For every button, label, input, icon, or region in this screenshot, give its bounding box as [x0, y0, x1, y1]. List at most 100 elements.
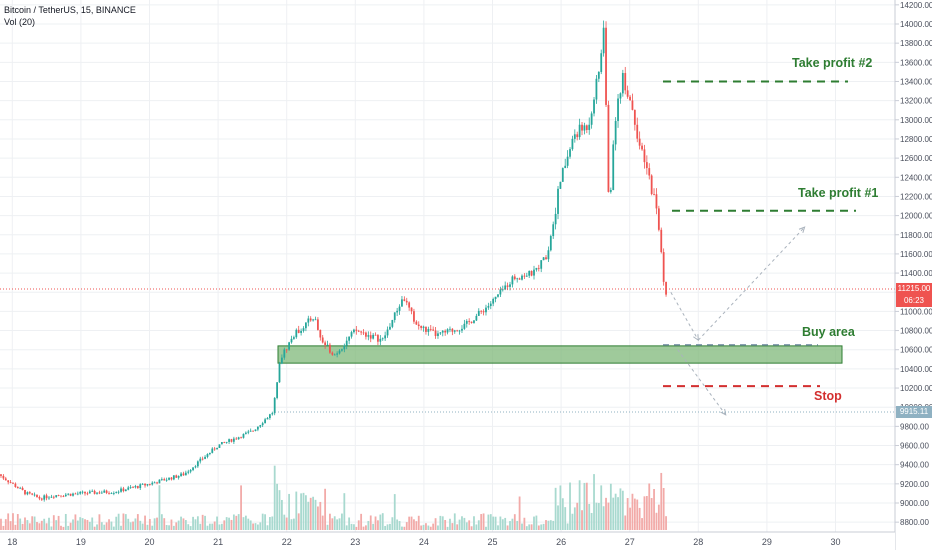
price-tick-label: 12400.00	[900, 173, 932, 182]
stop-label[interactable]: Stop	[814, 389, 842, 403]
volume-bar	[33, 516, 36, 530]
projection-arrow	[677, 349, 727, 416]
volume-bar	[511, 518, 514, 530]
volume-bar	[165, 524, 168, 530]
candle-body	[271, 413, 274, 415]
candle-body	[509, 284, 511, 287]
candle-body	[91, 490, 94, 492]
candle-body	[557, 188, 559, 214]
time-axis-bg[interactable]	[0, 532, 895, 550]
volume-bar	[276, 483, 278, 530]
volume-bar	[485, 526, 487, 530]
volume-bar	[309, 497, 312, 530]
candle-body	[657, 208, 660, 230]
volume-bar	[163, 518, 166, 530]
candle-body	[84, 491, 86, 494]
volume-bar	[492, 516, 495, 530]
volume-bar	[235, 515, 238, 530]
candle-body	[336, 353, 339, 355]
candle-body	[276, 382, 278, 398]
buy-area-label[interactable]: Buy area	[802, 325, 855, 339]
candle-body	[208, 452, 211, 455]
volume-bar	[410, 516, 413, 530]
volume-bar	[79, 517, 82, 530]
volume-bar	[225, 517, 228, 530]
candle-body	[470, 321, 473, 323]
volume-bar	[204, 515, 206, 530]
take-profit-1-label[interactable]: Take profit #1	[798, 186, 879, 200]
volume-bar	[444, 519, 447, 530]
volume-bar	[513, 514, 516, 530]
volume-bar	[177, 520, 180, 530]
candle-body	[144, 483, 146, 486]
candle-body	[235, 438, 238, 440]
volume-bar	[549, 520, 552, 530]
candle-body	[482, 311, 485, 313]
price-tick-label: 9200.00	[900, 480, 929, 489]
candle-body	[307, 318, 310, 323]
candle-body	[31, 493, 34, 495]
volume-indicator-label[interactable]: Vol (20)	[4, 17, 36, 27]
candle-body	[264, 419, 266, 424]
volume-bar	[338, 518, 341, 530]
candle-body	[480, 310, 483, 312]
price-tick-label: 13600.00	[900, 58, 932, 67]
price-axis-bg[interactable]	[895, 0, 932, 550]
candle-body	[156, 482, 158, 484]
candle-body	[552, 224, 555, 237]
candle-body	[441, 330, 444, 333]
candle-body	[425, 326, 427, 332]
candle-body	[398, 306, 401, 311]
volume-bar	[480, 514, 483, 530]
volume-bar	[182, 518, 185, 530]
volume-bar	[96, 524, 98, 530]
volume-bar	[612, 497, 615, 530]
time-tick-label: 19	[76, 537, 86, 547]
candle-body	[79, 491, 82, 494]
candle-body	[120, 488, 122, 492]
candle-body	[317, 319, 319, 330]
volume-bar	[576, 502, 579, 530]
candle-body	[146, 484, 149, 486]
volume-bar	[489, 514, 492, 530]
candle-body	[153, 482, 156, 484]
candle-body	[648, 168, 651, 176]
volume-bar	[638, 507, 641, 530]
price-tick-label: 13200.00	[900, 97, 932, 106]
candle-body	[134, 486, 137, 488]
volume-bar	[213, 521, 216, 530]
candle-body	[192, 467, 194, 471]
time-axis[interactable]: 18 19 20 21 22 23 24 25 26 27 28 29 30	[7, 537, 840, 547]
candle-body	[122, 488, 125, 492]
candle-body	[67, 493, 70, 495]
volume-bar	[115, 516, 118, 530]
volume-bar	[172, 525, 175, 530]
volume-bar	[31, 516, 34, 530]
candle-body	[28, 492, 31, 494]
symbol-title[interactable]: Bitcoin / TetherUS, 15, BINANCE	[4, 5, 136, 15]
volume-bar	[348, 517, 351, 530]
candle-body	[408, 302, 411, 308]
volume-bar	[319, 501, 322, 530]
volume-bar	[223, 520, 226, 530]
candle-body	[2, 475, 5, 479]
price-axis[interactable]: 14200.00 14000.00 13800.00 13600.00 13400.00…	[895, 1, 932, 527]
volume-bar	[237, 514, 240, 530]
candle-body	[319, 329, 322, 338]
volume-bar	[208, 523, 211, 530]
take-profit-2-label[interactable]: Take profit #2	[792, 56, 873, 70]
volume-bar	[331, 518, 334, 530]
candle-body	[69, 493, 72, 496]
candle-body	[513, 276, 516, 280]
volume-bar	[389, 523, 391, 530]
candle-body	[300, 330, 303, 333]
candle-body	[396, 310, 399, 313]
candle-body	[189, 470, 192, 472]
time-tick-label: 21	[213, 537, 223, 547]
candle-body	[76, 493, 79, 495]
volume-bar	[153, 518, 156, 530]
candle-body	[211, 448, 214, 453]
candle-body	[230, 439, 233, 442]
